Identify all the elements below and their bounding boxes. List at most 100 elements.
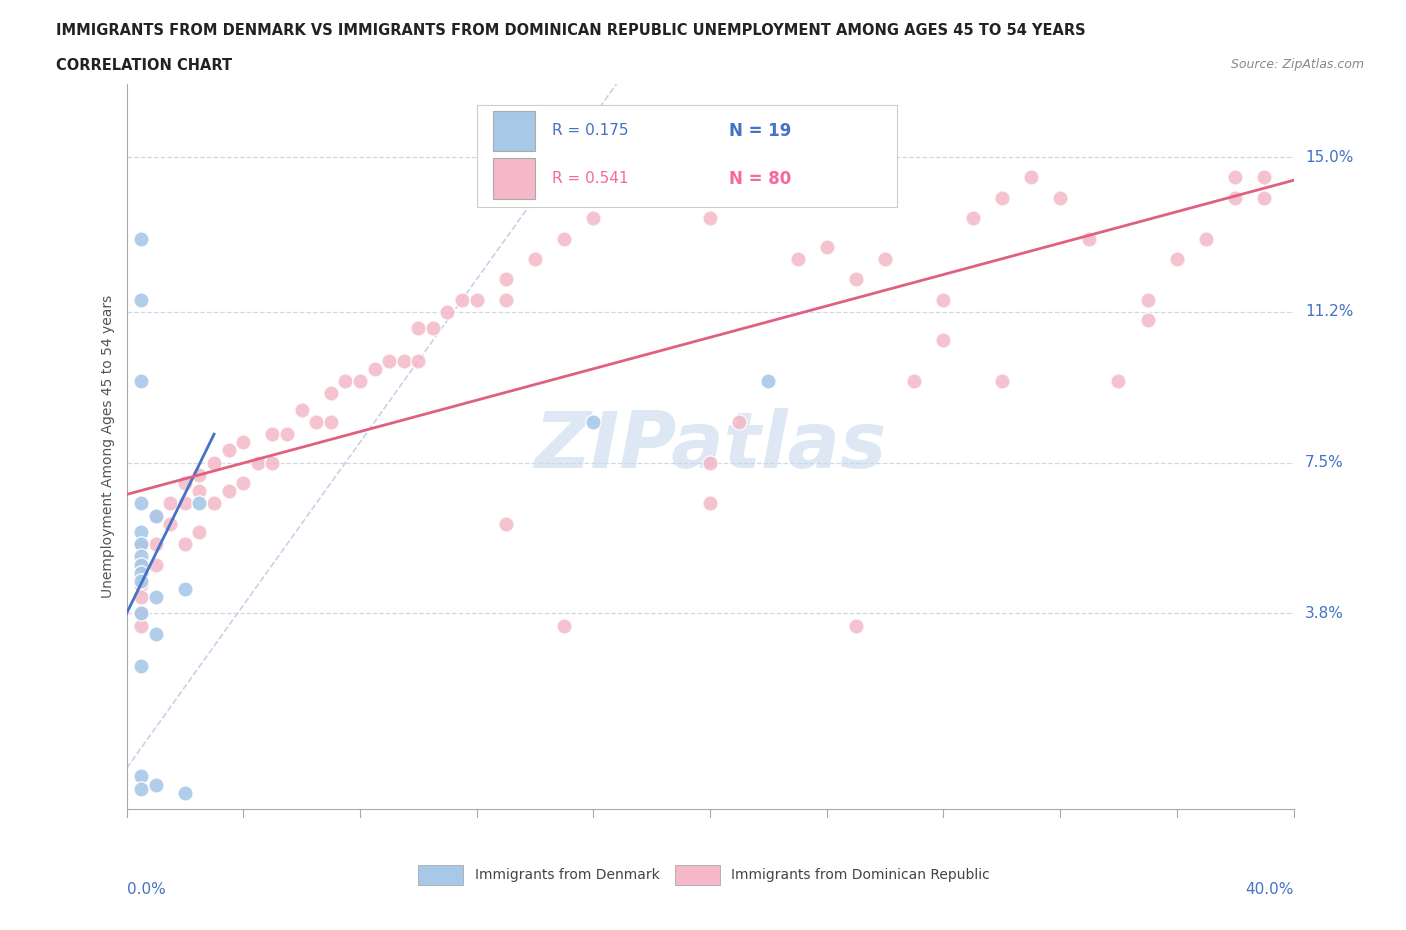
Point (129, 578, 152, 592)
Point (524, 251, 547, 266)
Point (903, 374, 925, 389)
Point (845, 618, 868, 633)
Point (305, 415, 328, 430)
Point (582, 211, 605, 226)
Point (408, 321, 430, 336)
Point (392, 353, 415, 368)
Point (129, 537, 152, 551)
Point (875, 251, 897, 266)
Point (699, 211, 721, 226)
Point (129, 232, 152, 246)
Point (276, 427, 298, 442)
Point (495, 516, 517, 531)
Point (129, 659, 152, 674)
Point (232, 435, 254, 450)
Point (378, 353, 401, 368)
Point (1166, 251, 1188, 266)
Text: CORRELATION CHART: CORRELATION CHART (56, 58, 232, 73)
Point (129, 496, 152, 511)
Point (174, 785, 197, 800)
Point (145, 590, 167, 604)
Text: IMMIGRANTS FROM DENMARK VS IMMIGRANTS FROM DOMINICAN REPUBLIC UNEMPLOYMENT AMONG: IMMIGRANTS FROM DENMARK VS IMMIGRANTS FR… (56, 23, 1085, 38)
Text: ZIPatlas: ZIPatlas (534, 408, 886, 485)
Point (640, 170, 664, 185)
Point (202, 456, 225, 471)
Point (1049, 191, 1071, 206)
Point (129, 618, 152, 633)
Point (990, 374, 1012, 389)
Point (319, 386, 342, 401)
Point (495, 292, 517, 307)
Point (335, 374, 357, 389)
Point (962, 211, 984, 226)
Point (262, 427, 284, 442)
Point (990, 191, 1012, 206)
Point (436, 304, 458, 319)
Point (129, 292, 152, 307)
Point (1078, 232, 1101, 246)
Text: 15.0%: 15.0% (1305, 150, 1354, 165)
Point (129, 557, 152, 572)
Point (1108, 374, 1130, 389)
Point (129, 606, 152, 621)
Point (145, 777, 167, 792)
Point (290, 403, 312, 418)
Point (218, 484, 240, 498)
Point (174, 496, 197, 511)
Point (145, 537, 167, 551)
Text: Source: ZipAtlas.com: Source: ZipAtlas.com (1230, 58, 1364, 71)
Point (728, 415, 751, 430)
Point (422, 321, 444, 336)
Point (612, 191, 634, 206)
Point (1253, 191, 1275, 206)
Point (553, 232, 575, 246)
Point (451, 292, 474, 307)
Point (129, 781, 152, 796)
Y-axis label: Unemployment Among Ages 45 to 54 years: Unemployment Among Ages 45 to 54 years (101, 295, 115, 598)
Point (349, 374, 371, 389)
Point (145, 627, 167, 642)
Point (553, 618, 575, 633)
Point (159, 496, 181, 511)
Point (145, 557, 167, 572)
Point (218, 443, 240, 458)
Point (232, 475, 254, 490)
Point (129, 374, 152, 389)
Text: Immigrants from Denmark: Immigrants from Denmark (475, 868, 659, 883)
Point (174, 537, 197, 551)
Point (129, 557, 152, 572)
Text: Immigrants from Dominican Republic: Immigrants from Dominican Republic (731, 868, 990, 883)
Point (756, 374, 779, 389)
Point (756, 109, 779, 124)
Point (363, 362, 385, 377)
Point (188, 496, 211, 511)
Point (145, 508, 167, 523)
Point (129, 525, 152, 539)
Point (319, 415, 342, 430)
Point (145, 508, 167, 523)
Point (932, 292, 955, 307)
Text: 7.5%: 7.5% (1305, 455, 1344, 471)
Text: 11.2%: 11.2% (1305, 304, 1354, 319)
Point (845, 272, 868, 286)
Point (699, 456, 721, 471)
Point (202, 496, 225, 511)
Point (699, 496, 721, 511)
Point (1136, 312, 1159, 327)
Point (262, 456, 284, 471)
Point (465, 292, 488, 307)
Point (1136, 292, 1159, 307)
Point (129, 769, 152, 784)
Point (159, 516, 181, 531)
Point (582, 415, 605, 430)
Point (246, 456, 269, 471)
Point (129, 549, 152, 564)
Point (815, 239, 838, 254)
Point (188, 468, 211, 483)
Point (495, 272, 517, 286)
Point (408, 353, 430, 368)
Point (129, 565, 152, 580)
Point (129, 574, 152, 589)
Text: 0.0%: 0.0% (127, 883, 166, 897)
Point (932, 333, 955, 348)
